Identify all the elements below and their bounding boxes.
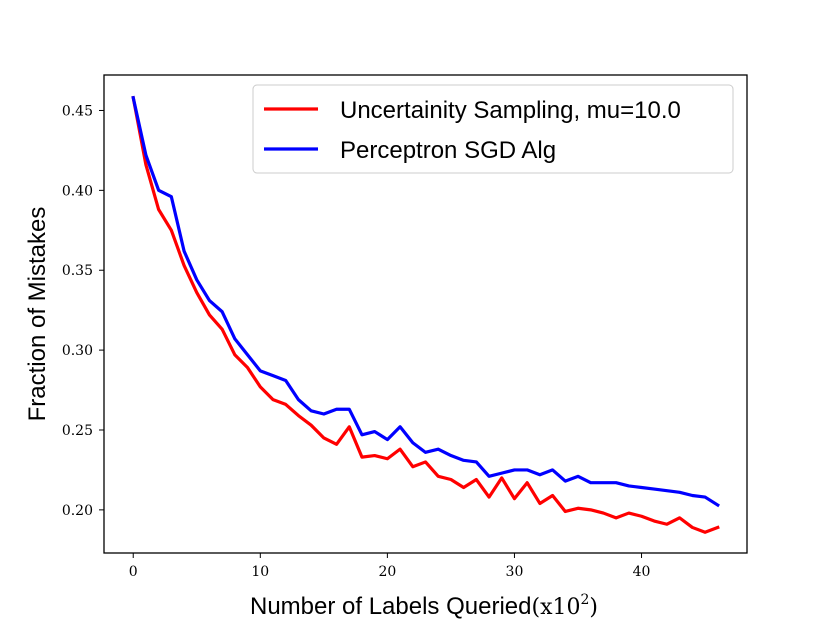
- plot-area: [131, 95, 720, 534]
- x-tick-label: 40: [633, 564, 651, 580]
- y-tick-label: 0.40: [62, 183, 93, 199]
- y-tick-label: 0.30: [62, 343, 93, 359]
- legend: Uncertainity Sampling, mu=10.0 Perceptro…: [252, 84, 734, 174]
- x-axis-label-main: Number of Labels Queried: [250, 593, 531, 620]
- legend-label-uncertainty: Uncertainity Sampling, mu=10.0: [340, 97, 681, 124]
- y-tick-label: 0.20: [62, 503, 93, 519]
- legend-label-perceptron: Perceptron SGD Alg: [340, 137, 556, 164]
- x-tick-label: 30: [506, 564, 524, 580]
- series-line-0: [131, 95, 720, 534]
- x-axis-label: Number of Labels Queried(x102): [250, 592, 598, 620]
- series-line-1: [131, 95, 720, 508]
- x-tick-label: 20: [378, 564, 396, 580]
- legend-box: [252, 84, 734, 174]
- x-axis: 0 10 20 30 40: [129, 553, 651, 580]
- y-tick-label: 0.45: [62, 103, 93, 119]
- x-axis-label-suffix: (x10: [531, 595, 580, 620]
- y-axis-label: Fraction of Mistakes: [24, 207, 51, 422]
- y-axis: 0.20 0.25 0.30 0.35 0.40 0.45: [62, 103, 104, 519]
- x-tick-label: 0: [129, 564, 138, 580]
- y-tick-label: 0.35: [62, 263, 93, 279]
- y-tick-label: 0.25: [62, 423, 93, 439]
- x-axis-label-close: ): [589, 595, 598, 620]
- x-tick-label: 10: [251, 564, 269, 580]
- x-axis-label-exponent: 2: [580, 592, 589, 608]
- axes-frame: [103, 74, 748, 554]
